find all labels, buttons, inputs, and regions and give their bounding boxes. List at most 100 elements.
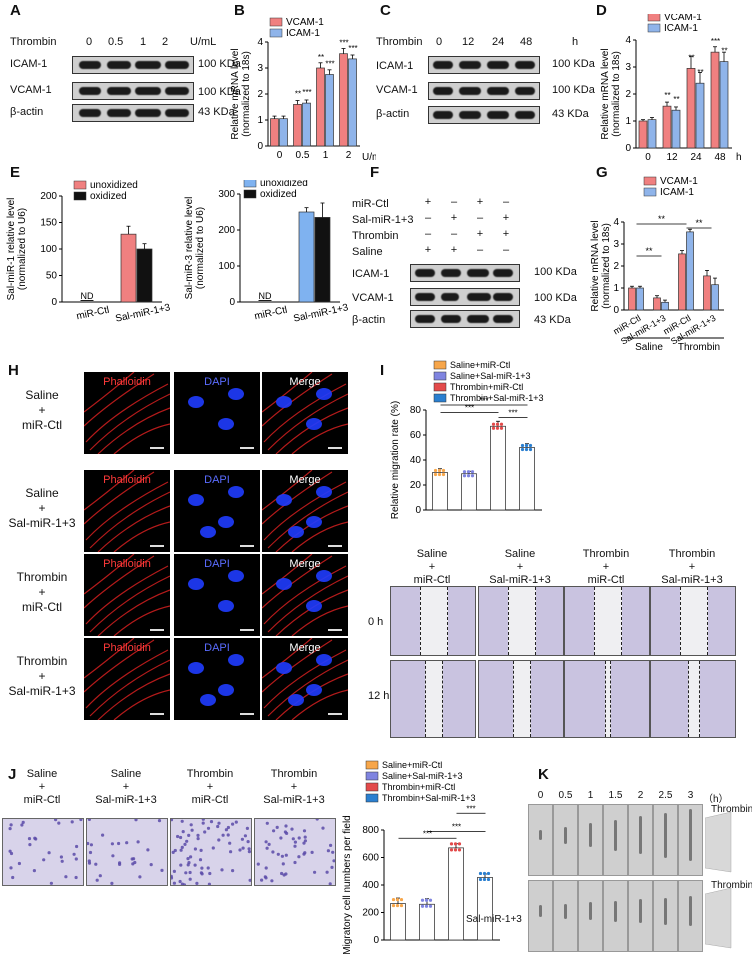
- nucleus: [228, 654, 244, 666]
- bar: [120, 233, 137, 303]
- bar: [136, 248, 153, 303]
- panel-a-dose-3: 2: [162, 36, 169, 48]
- cell-deformation: [588, 823, 592, 847]
- wound-gap: [508, 587, 536, 655]
- matrix-cell: –: [502, 196, 510, 208]
- matrix-cell: +: [502, 228, 510, 240]
- y-axis-label: (normalized to 18s): [611, 51, 622, 137]
- cell-dot: [264, 866, 268, 870]
- micrograph-label: DAPI: [204, 474, 230, 486]
- significance-mark: ***: [325, 60, 334, 69]
- y-axis-label: (normalized to 18s): [241, 51, 252, 137]
- data-point: [428, 898, 433, 902]
- pipette-image: [678, 880, 703, 952]
- cell-dot: [17, 861, 21, 866]
- nucleus: [316, 388, 332, 400]
- bar: [293, 104, 302, 147]
- data-point: [437, 472, 442, 477]
- panel-c-time-2: 24: [492, 36, 505, 48]
- transwell-image: [2, 818, 84, 886]
- cell-dot: [293, 840, 297, 844]
- bar: [647, 119, 657, 149]
- cell-dot: [20, 823, 24, 827]
- matrix-cell: –: [424, 228, 432, 240]
- nucleus: [306, 600, 322, 612]
- panel-i-row-head: 0 h: [368, 616, 384, 628]
- data-point: [528, 443, 533, 448]
- x-tick-label: 0.5: [296, 150, 310, 161]
- cell-dot: [293, 860, 297, 865]
- cell-dot: [9, 851, 14, 856]
- panel-c-kda: 100 KDa: [552, 58, 595, 70]
- bar: [678, 253, 686, 311]
- micrograph-phalloidin: Phalloidin: [84, 372, 170, 454]
- cell-dot: [183, 842, 187, 846]
- nucleus: [316, 486, 332, 498]
- cell-dot: [209, 820, 214, 824]
- x-tick-label: 1: [323, 150, 329, 161]
- group-label: Saline: [635, 342, 663, 353]
- cell-dot: [187, 833, 191, 837]
- significance-mark: ***: [479, 396, 488, 405]
- cell-dot: [326, 849, 330, 853]
- y-tick-label: 20: [410, 480, 422, 491]
- nucleus: [276, 494, 292, 506]
- cell-dot: [234, 820, 238, 824]
- micrograph-label: Phalloidin: [103, 376, 151, 388]
- data-point: [482, 877, 487, 882]
- matrix-cell: +: [450, 212, 458, 224]
- legend-swatch: [433, 382, 447, 392]
- bar: [628, 287, 636, 311]
- data-point: [428, 904, 433, 908]
- nucleus: [200, 526, 216, 538]
- y-tick-label: 0: [625, 143, 631, 154]
- panel-a-row-label: ICAM-1: [10, 58, 48, 70]
- cell-dot: [243, 834, 247, 838]
- cell-dot: [196, 833, 200, 837]
- matrix-cell: –: [502, 244, 510, 256]
- y-tick-label: 4: [625, 35, 631, 46]
- column-head-line: +: [602, 561, 610, 573]
- micrograph-phalloidin: Phalloidin: [84, 554, 170, 636]
- cell-dot: [226, 825, 230, 830]
- bar: [686, 67, 696, 149]
- panel-a-row-label: VCAM-1: [10, 84, 52, 96]
- cell-dot: [75, 844, 79, 849]
- panel-label-i: I: [380, 362, 385, 379]
- panel-label-c: C: [380, 2, 391, 19]
- legend-label: Thrombin+Sal-miR-1+3: [382, 793, 476, 803]
- significance-mark: **: [688, 53, 694, 62]
- matrix-cell: –: [476, 212, 484, 224]
- cell-deformation: [638, 899, 642, 923]
- bar: [719, 61, 729, 149]
- legend-swatch: [365, 793, 379, 803]
- nd-label: ND: [81, 291, 94, 301]
- data-point: [470, 470, 475, 474]
- cell-dot: [293, 844, 297, 848]
- panel-h-row-label: Thrombin + Sal-miR-1+3: [4, 654, 80, 699]
- cell-dot: [200, 866, 204, 870]
- wound-gap: [680, 587, 708, 655]
- panel-f-kda: 100 KDa: [534, 266, 577, 278]
- pipette-image: [653, 880, 678, 952]
- y-axis-label: Migratory cell numbers per field: [342, 815, 353, 955]
- cell-dot: [245, 826, 249, 830]
- significance-mark: ***: [423, 829, 432, 838]
- micrograph-dapi: DAPI: [174, 554, 260, 636]
- legend-label: Saline+Sal-miR-1+3: [382, 771, 463, 781]
- column-head-line: Thrombin: [186, 768, 234, 780]
- cell-dot: [220, 868, 224, 872]
- data-point: [486, 877, 491, 882]
- panel-k-time: 2.5: [658, 790, 673, 801]
- cell-dot: [188, 877, 192, 881]
- data-point: [462, 470, 467, 474]
- y-tick-label: 4: [257, 37, 263, 48]
- cell-dot: [216, 824, 220, 829]
- cell-dot: [198, 858, 203, 862]
- matrix-cell: +: [424, 244, 432, 256]
- panel-k-time: 1: [587, 790, 594, 801]
- bar: [279, 118, 288, 147]
- y-tick-label: 0: [613, 305, 619, 316]
- data-point: [395, 903, 400, 908]
